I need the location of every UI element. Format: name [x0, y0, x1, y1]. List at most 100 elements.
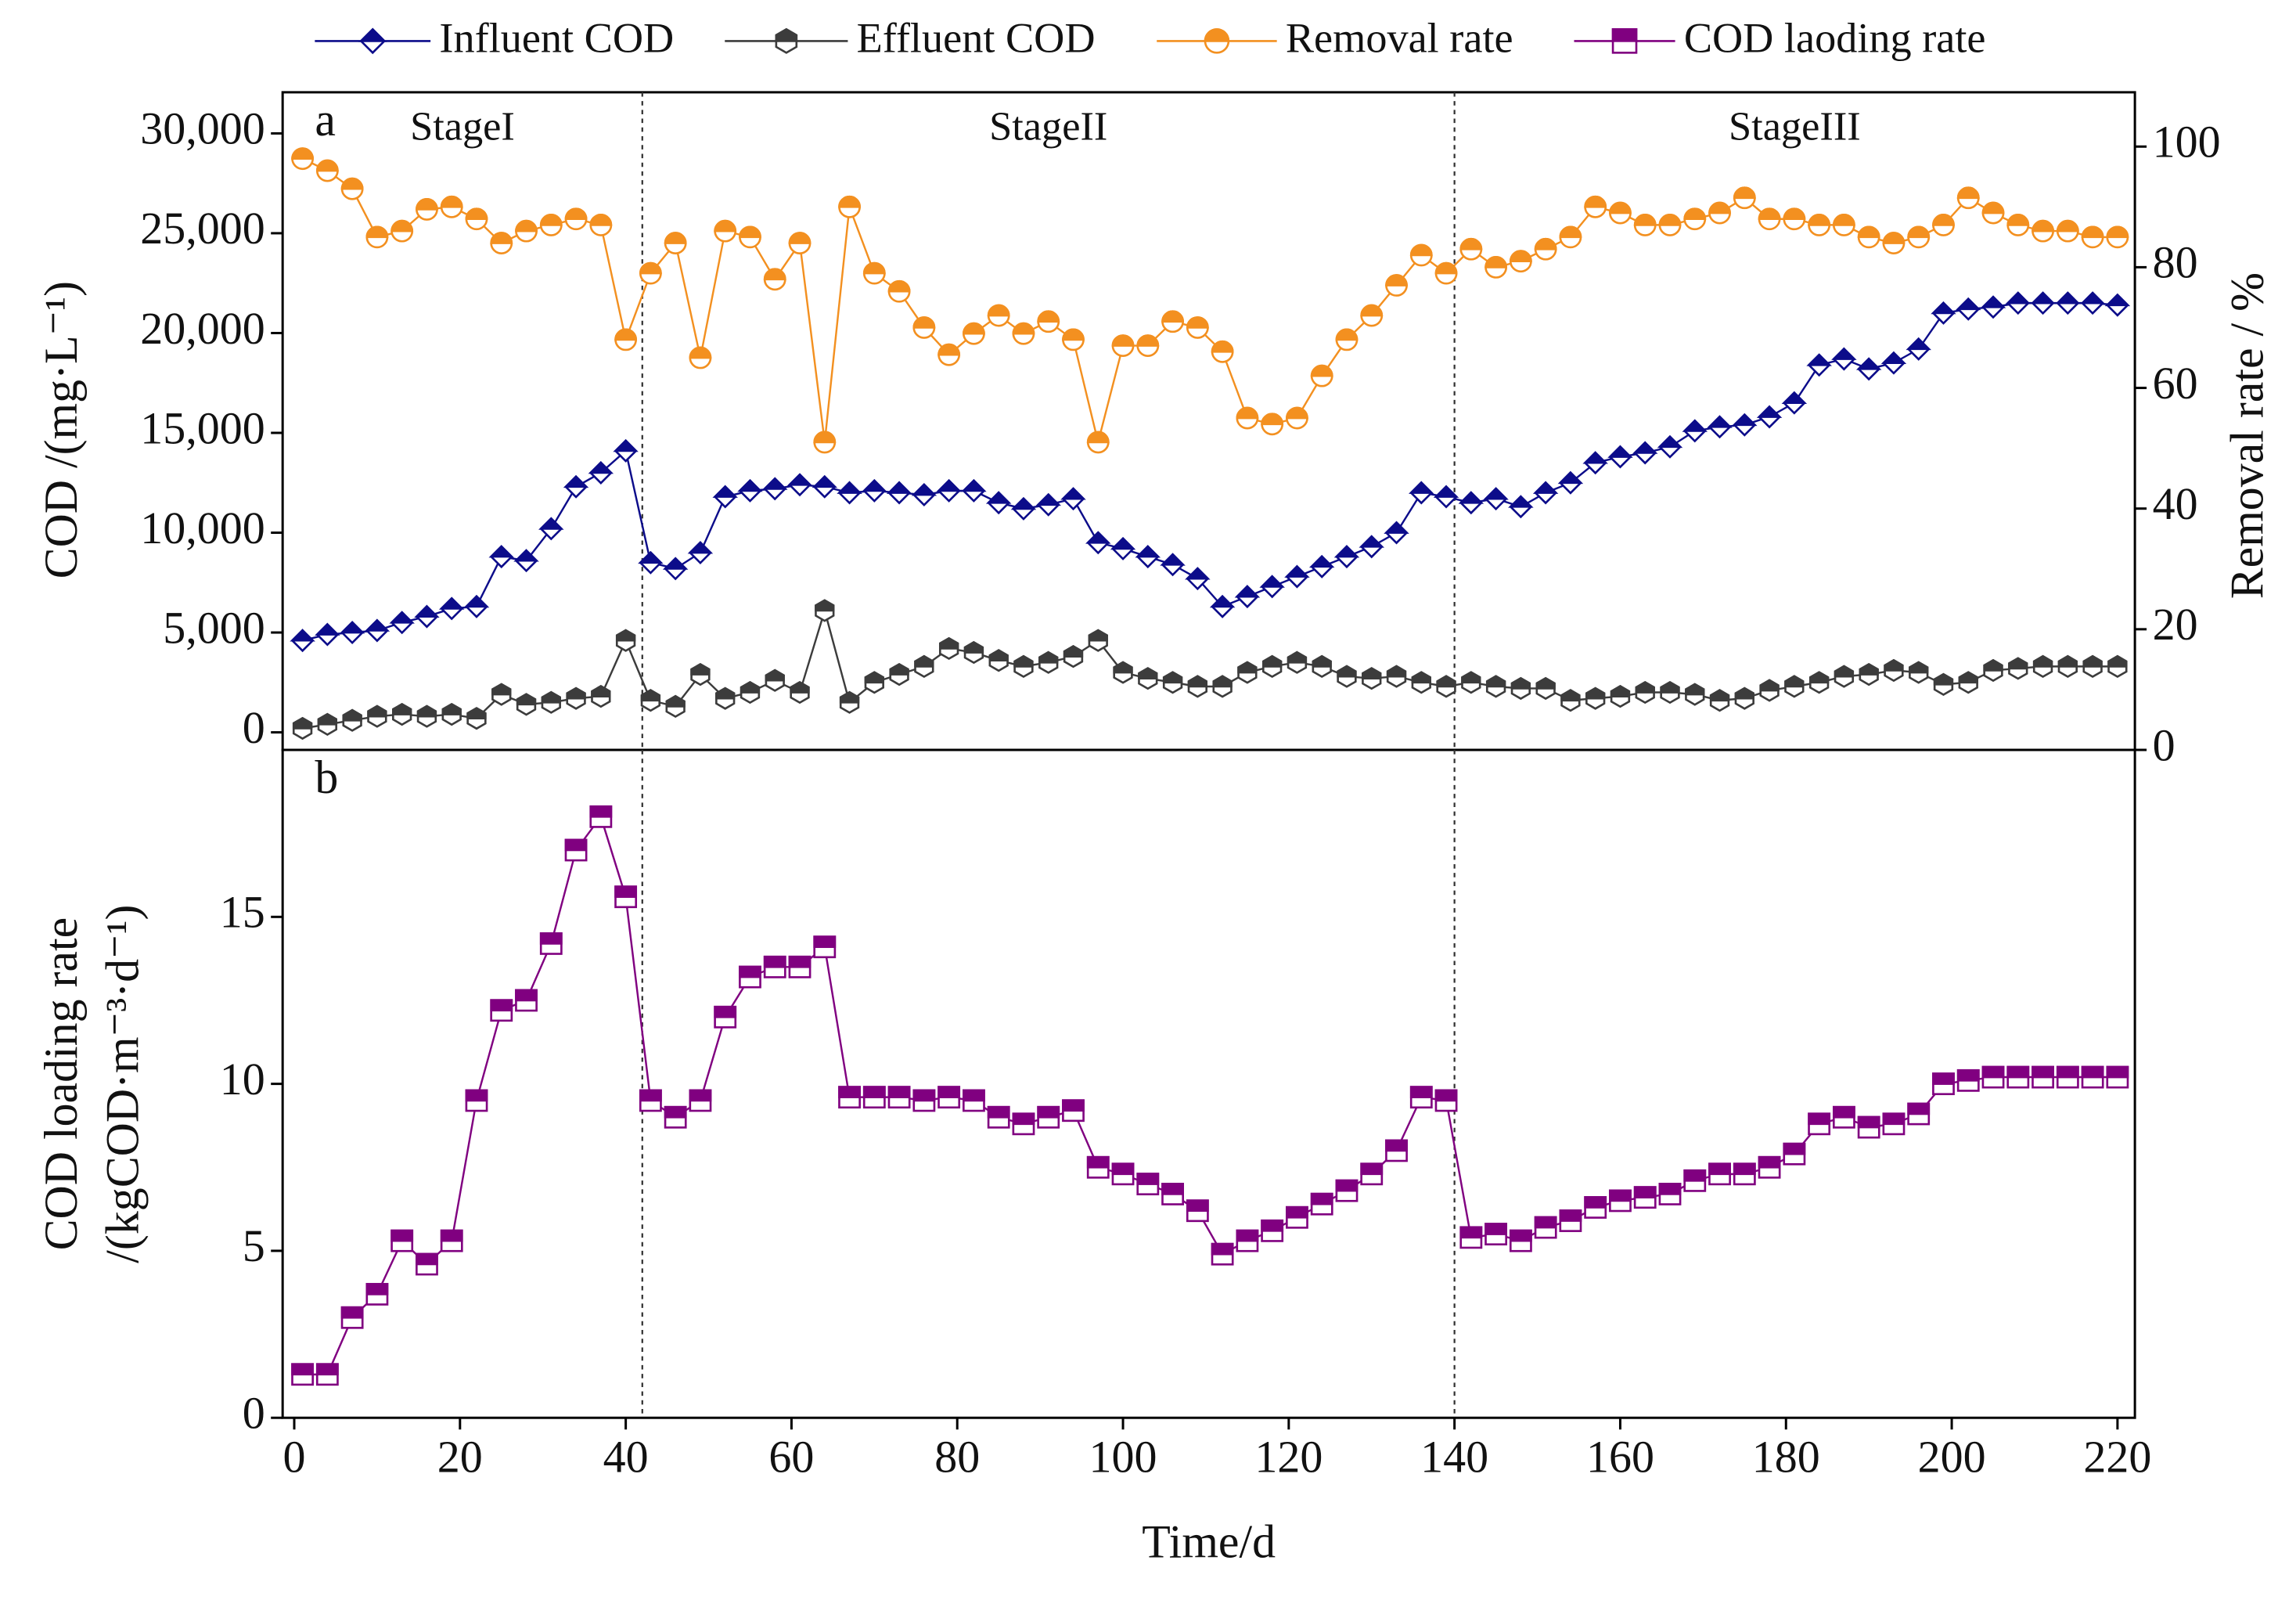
data-point: [1759, 679, 1780, 702]
marker-fill: [765, 668, 785, 682]
marker-fill: [340, 177, 364, 190]
y2-tick-label: 40: [2153, 478, 2198, 529]
marker-fill: [390, 219, 414, 232]
marker-fill: [639, 261, 662, 275]
data-point: [1781, 391, 1808, 415]
marker-fill: [1584, 195, 1607, 208]
data-point: [1138, 667, 1158, 690]
data-point: [862, 479, 887, 503]
marker-fill: [1434, 1089, 1458, 1102]
data-point: [614, 885, 638, 909]
marker-fill: [365, 225, 389, 239]
marker-fill: [1584, 1196, 1607, 1209]
marker-fill: [589, 805, 613, 818]
marker-fill: [1161, 1182, 1184, 1195]
marker-fill: [2106, 1065, 2129, 1079]
data-point: [340, 177, 364, 200]
data-point: [440, 1229, 463, 1252]
data-point: [1384, 521, 1409, 545]
marker-fill: [1284, 564, 1310, 578]
marker-fill: [1585, 686, 1606, 700]
marker-fill: [763, 268, 786, 281]
series-line: [302, 157, 2118, 443]
legend-marker: [358, 27, 387, 55]
marker-fill: [1286, 406, 1308, 420]
marker-fill: [1111, 1162, 1135, 1176]
marker-fill: [638, 550, 664, 564]
data-point: [1683, 1169, 1707, 1192]
data-point: [1284, 564, 1310, 589]
marker-fill: [1557, 470, 1584, 485]
marker-fill: [1434, 261, 1458, 275]
marker-fill: [1559, 1209, 1582, 1222]
marker-fill: [466, 707, 487, 720]
marker-fill: [1035, 492, 1061, 506]
data-point: [887, 279, 911, 303]
data-point: [2005, 291, 2031, 315]
data-point: [563, 474, 589, 499]
marker-fill: [440, 195, 463, 208]
marker-fill: [1709, 689, 1730, 702]
y2-tick-label: 20: [2153, 599, 2198, 650]
data-point: [640, 689, 661, 712]
data-point: [1981, 201, 2005, 225]
data-point: [1832, 214, 1855, 236]
marker-fill: [1037, 310, 1060, 323]
data-point: [987, 1105, 1010, 1129]
data-point: [515, 989, 538, 1012]
data-point: [1783, 207, 1806, 231]
marker-fill: [1010, 496, 1037, 510]
marker-fill: [291, 147, 315, 160]
marker-fill: [963, 640, 984, 654]
marker-fill: [317, 712, 338, 726]
y-tick-label: 5,000: [163, 602, 265, 653]
x-axis-label: Time/d: [1142, 1516, 1276, 1568]
data-point: [513, 549, 539, 573]
data-point: [963, 640, 984, 665]
data-point: [438, 596, 465, 621]
marker-fill: [2056, 219, 2079, 232]
data-point: [440, 195, 463, 218]
marker-fill: [1707, 415, 1733, 428]
data-point: [838, 195, 861, 218]
marker-fill: [689, 346, 712, 359]
marker-fill: [1310, 364, 1333, 377]
marker-fill: [1186, 316, 1209, 329]
data-point: [466, 707, 487, 730]
data-point: [1261, 1219, 1284, 1242]
marker-fill: [914, 654, 934, 668]
data-point: [912, 1089, 936, 1112]
data-point: [342, 708, 362, 732]
data-point: [1857, 1115, 1880, 1139]
marker-fill: [292, 716, 313, 730]
marker-fill: [1110, 536, 1136, 550]
data-point: [1359, 535, 1385, 559]
marker-fill: [1335, 328, 1359, 341]
data-point: [539, 214, 563, 236]
marker-fill: [1012, 1112, 1035, 1126]
data-point: [2032, 654, 2053, 679]
data-point: [1607, 445, 1633, 469]
data-point: [465, 207, 488, 231]
data-point: [1808, 1112, 1831, 1136]
data-point: [1956, 297, 1981, 321]
marker-fill: [1062, 1099, 1085, 1112]
data-point: [1037, 1105, 1060, 1129]
marker-fill: [1409, 1086, 1433, 1098]
data-point: [1086, 1155, 1110, 1179]
data-point: [1808, 214, 1831, 236]
marker-fill: [1658, 1182, 1682, 1195]
marker-fill: [1783, 207, 1806, 221]
data-point: [1411, 671, 1431, 694]
data-point: [1559, 225, 1582, 249]
marker-fill: [1161, 310, 1184, 323]
data-point: [1186, 1199, 1209, 1223]
data-point: [1362, 667, 1382, 690]
marker-fill: [1234, 585, 1261, 598]
data-point: [2031, 219, 2054, 243]
marker-fill: [2006, 214, 2030, 226]
data-point: [1783, 1142, 1806, 1166]
data-point: [2006, 214, 2030, 236]
marker-fill: [1855, 357, 1882, 370]
